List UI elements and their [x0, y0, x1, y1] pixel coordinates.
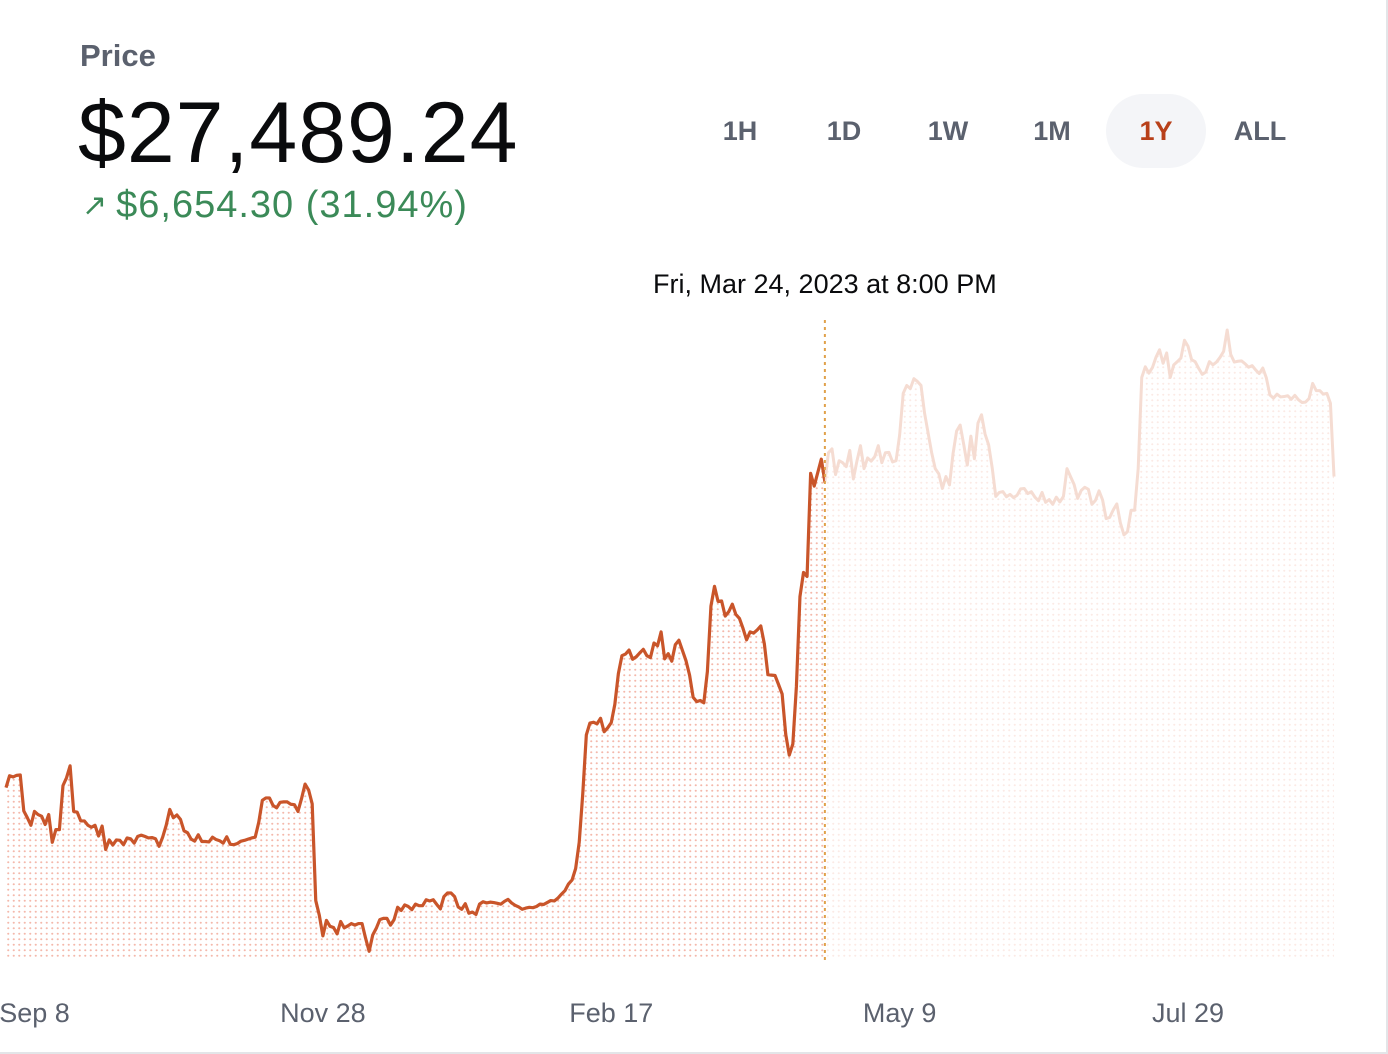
line-segment-future: [824, 328, 1336, 537]
price-line: [4, 328, 1336, 953]
area-fill: [6, 329, 1334, 960]
range-1y-button[interactable]: 1Y: [1106, 94, 1206, 168]
hover-tooltip: Fri, Mar 24, 2023 at 8:00 PM: [653, 269, 997, 299]
x-tick-label: Feb 17: [569, 998, 653, 1028]
x-tick-label: May 9: [863, 998, 937, 1028]
range-1w-button[interactable]: 1W: [898, 94, 998, 168]
price-change-text: $6,654.30 (31.94%): [116, 184, 468, 226]
time-range-selector: 1H 1D 1W 1M 1Y ALL: [690, 94, 1314, 168]
price-chart-svg[interactable]: Fri, Mar 24, 2023 at 8:00 PM Sep 8 Nov 28…: [0, 260, 1386, 1052]
x-axis: Sep 8 Nov 28 Feb 17 May 9 Jul 29: [0, 998, 1224, 1028]
range-1m-button[interactable]: 1M: [1002, 94, 1102, 168]
price-label: Price: [80, 38, 156, 73]
current-price: $27,489.24: [78, 85, 519, 181]
price-change: ↗ $6,654.30 (31.94%): [82, 184, 468, 227]
x-tick-label: Jul 29: [1152, 998, 1224, 1028]
x-tick-label: Sep 8: [0, 998, 70, 1028]
range-1d-button[interactable]: 1D: [794, 94, 894, 168]
range-all-button[interactable]: ALL: [1210, 94, 1310, 168]
x-tick-label: Nov 28: [280, 998, 366, 1028]
area-fill-future: [824, 329, 1334, 960]
line-segment-past: [4, 457, 825, 953]
arrow-up-right-icon: ↗: [82, 189, 109, 222]
range-1h-button[interactable]: 1H: [690, 94, 790, 168]
price-chart[interactable]: Fri, Mar 24, 2023 at 8:00 PM Sep 8 Nov 28…: [0, 260, 1386, 1052]
area-fill-past: [6, 459, 825, 960]
